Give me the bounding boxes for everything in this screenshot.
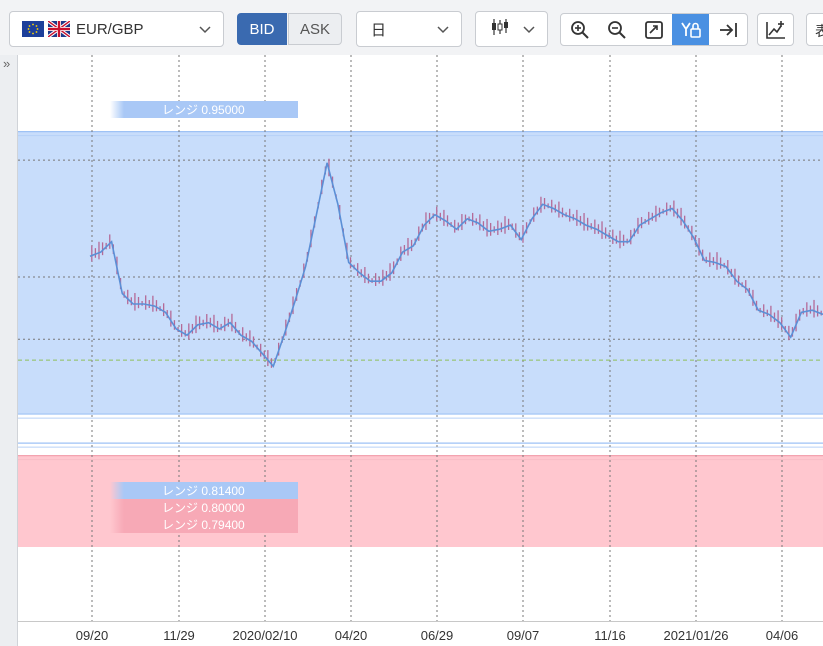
zoom-out-button[interactable]	[598, 14, 635, 45]
zoom-out-icon	[607, 20, 626, 39]
price-chart[interactable]	[18, 55, 823, 621]
chevron-down-icon	[437, 22, 449, 39]
range-band-blue	[18, 131, 823, 415]
chevron-down-icon	[523, 22, 535, 39]
eu-flag-icon	[22, 21, 44, 37]
truncated-button[interactable]: 表	[806, 13, 823, 46]
chart-tools-group	[560, 13, 748, 46]
x-tick-label: 06/29	[420, 628, 454, 643]
jump-latest-icon	[719, 22, 737, 37]
period-select[interactable]: 日	[356, 11, 462, 47]
chart-type-select[interactable]	[475, 11, 548, 47]
expand-icon: »	[3, 56, 11, 71]
currency-pair-select[interactable]: EUR/GBP	[9, 11, 224, 47]
fit-screen-button[interactable]	[635, 14, 672, 45]
x-tick-label: 04/06	[765, 628, 799, 643]
range-label-0.794[interactable]: レンジ 0.79400	[110, 516, 298, 533]
zoom-in-icon	[570, 20, 589, 39]
x-tick-label: 11/29	[163, 628, 195, 643]
bid-button[interactable]: BID	[237, 13, 287, 45]
zoom-in-button[interactable]	[561, 14, 598, 45]
jump-latest-button[interactable]	[709, 14, 746, 45]
range-label-0.814[interactable]: レンジ 0.81400	[110, 482, 298, 499]
x-axis: 09/20 11/29 2020/02/10 04/20 06/29 09/07 11/16…	[18, 621, 823, 646]
price-series-line	[89, 162, 823, 368]
currency-pair-label: EUR/GBP	[76, 20, 144, 38]
range-label-0.80[interactable]: レンジ 0.80000	[110, 499, 298, 516]
period-label: 日	[371, 21, 387, 39]
chevron-down-icon	[199, 22, 211, 39]
price-scale-lock-icon	[680, 22, 701, 38]
x-tick-label: 2020/02/10	[232, 628, 298, 643]
x-tick-label: 11/16	[594, 628, 626, 643]
price-scale-lock-button[interactable]	[672, 14, 709, 45]
x-tick-label: 09/07	[506, 628, 540, 643]
x-tick-label: 2021/01/26	[663, 628, 729, 643]
range-label-0.95[interactable]: レンジ 0.95000	[110, 101, 298, 118]
x-tick-label: 09/20	[75, 628, 109, 643]
ask-button[interactable]: ASK	[288, 13, 342, 45]
chart-toolbar: EUR/GBP BID ASK 日 表	[0, 0, 823, 55]
x-tick-label: 04/20	[334, 628, 368, 643]
candlestick-icon	[490, 18, 510, 40]
indicator-add-button[interactable]	[757, 13, 794, 46]
side-panel-toggle[interactable]: »	[0, 55, 18, 646]
fit-icon	[644, 20, 663, 39]
uk-flag-icon	[46, 19, 72, 39]
indicator-add-icon	[765, 20, 785, 39]
